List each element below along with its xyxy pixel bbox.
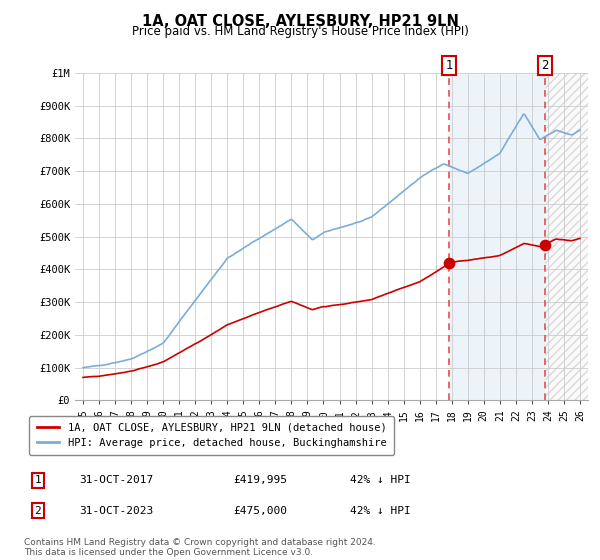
- Text: 42% ↓ HPI: 42% ↓ HPI: [350, 506, 410, 516]
- Text: 2: 2: [34, 506, 41, 516]
- Bar: [449, 73, 545, 400]
- Text: 1A, OAT CLOSE, AYLESBURY, HP21 9LN: 1A, OAT CLOSE, AYLESBURY, HP21 9LN: [142, 14, 458, 29]
- Point: [541, 240, 550, 249]
- Text: Price paid vs. HM Land Registry's House Price Index (HPI): Price paid vs. HM Land Registry's House …: [131, 25, 469, 38]
- Text: £475,000: £475,000: [234, 506, 288, 516]
- Text: 31-OCT-2017: 31-OCT-2017: [79, 475, 154, 486]
- Legend: 1A, OAT CLOSE, AYLESBURY, HP21 9LN (detached house), HPI: Average price, detache: 1A, OAT CLOSE, AYLESBURY, HP21 9LN (deta…: [29, 416, 394, 455]
- Text: 1: 1: [34, 475, 41, 486]
- Text: £419,995: £419,995: [234, 475, 288, 486]
- Text: 42% ↓ HPI: 42% ↓ HPI: [350, 475, 410, 486]
- Point: [444, 258, 454, 267]
- Text: 1: 1: [445, 59, 453, 72]
- Bar: [545, 73, 588, 400]
- Bar: [545, 73, 588, 400]
- Text: 2: 2: [541, 59, 549, 72]
- Text: Contains HM Land Registry data © Crown copyright and database right 2024.
This d: Contains HM Land Registry data © Crown c…: [24, 538, 376, 557]
- Text: 31-OCT-2023: 31-OCT-2023: [79, 506, 154, 516]
